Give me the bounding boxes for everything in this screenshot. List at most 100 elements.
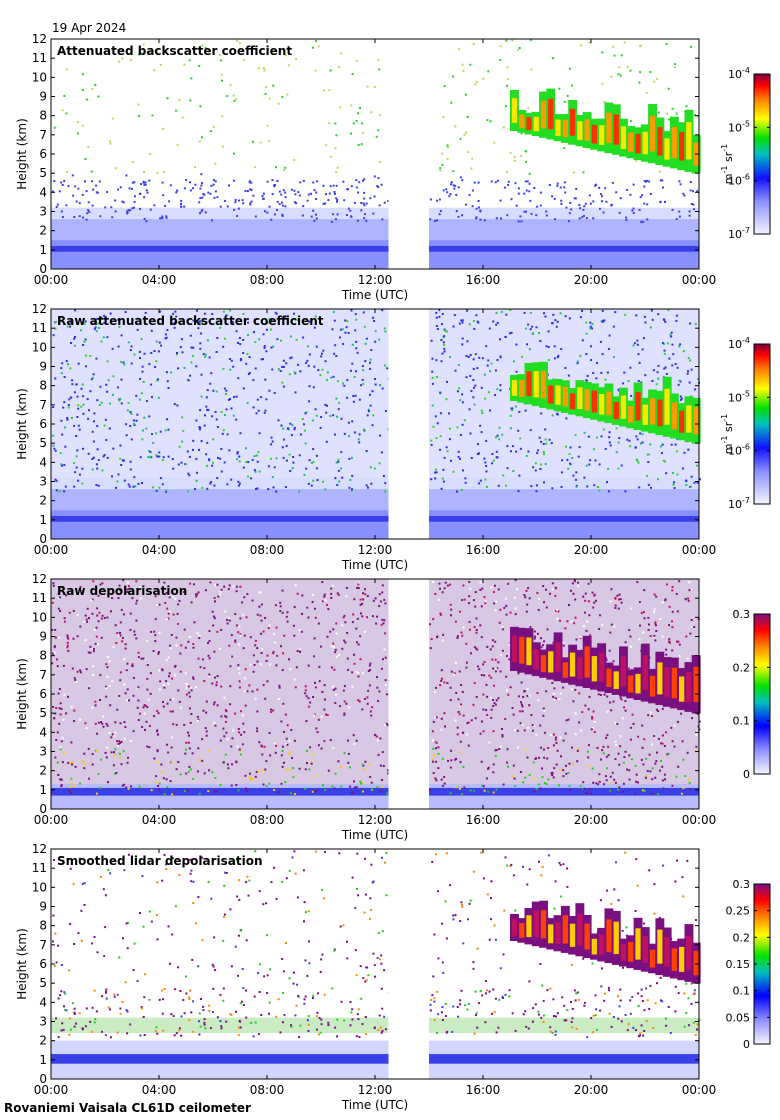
speckle-point [215,418,218,421]
speckle-point [494,436,497,439]
speckle-point [143,217,146,220]
speckle-point [664,366,667,369]
speckle-point [125,922,128,925]
speckle-point [609,600,612,603]
speckle-point [76,670,79,673]
speckle-point [292,461,295,464]
speckle-point [461,179,464,182]
speckle-point [570,589,572,592]
speckle-point [294,391,297,394]
speckle-point [562,739,565,742]
speckle-point [303,1002,306,1005]
speckle-point [245,461,248,464]
speckle-point [356,351,359,354]
speckle-point [259,141,262,144]
speckle-point [456,390,459,393]
speckle-point [581,339,584,342]
speckle-point [136,413,139,416]
speckle-point [118,956,121,959]
speckle-point [66,634,69,637]
speckle-point [645,987,648,990]
speckle-point [329,415,332,417]
speckle-point [693,989,696,992]
speckle-point [685,1011,688,1014]
speckle-point [230,965,233,968]
speckle-point [501,433,504,436]
speckle-point [369,775,372,778]
cloud-core [548,924,554,944]
speckle-point [542,1020,545,1023]
speckle-point [53,126,56,129]
speckle-point [487,790,490,793]
speckle-point [451,1030,454,1033]
speckle-point [165,216,168,219]
speckle-point [505,604,508,607]
speckle-point [521,710,524,713]
speckle-point [484,1021,487,1024]
speckle-point [164,602,167,604]
speckle-point [494,755,497,758]
speckle-point [693,114,696,117]
speckle-point [539,191,542,194]
speckle-point [347,761,350,764]
speckle-point [240,358,243,360]
speckle-point [187,731,189,734]
speckle-point [188,691,191,694]
speckle-point [332,375,335,378]
speckle-point [519,771,522,773]
speckle-point [202,1009,205,1012]
speckle-point [356,887,358,890]
speckle-point [523,192,526,195]
speckle-point [321,888,324,891]
speckle-point [357,191,359,194]
speckle-point [551,1031,554,1034]
speckle-point [94,326,97,329]
speckle-point [521,723,524,726]
speckle-point [657,710,660,712]
colorbar-tick-label: 0 [743,768,750,781]
speckle-point [255,770,258,773]
speckle-point [545,606,548,609]
speckle-point [497,661,500,664]
speckle-point [172,467,175,470]
speckle-point [687,597,690,600]
speckle-point [482,730,485,733]
speckle-point [662,186,664,189]
speckle-point [325,713,327,716]
speckle-point [220,410,223,413]
speckle-point [479,732,482,735]
speckle-point [142,429,144,432]
speckle-point [490,676,493,679]
speckle-point [61,737,64,740]
speckle-point [636,459,639,462]
speckle-point [690,982,693,985]
speckle-point [295,1004,298,1007]
speckle-point [441,323,443,326]
speckle-point [661,734,664,737]
speckle-point [544,463,547,465]
speckle-point [549,987,552,990]
speckle-point [477,443,479,446]
speckle-point [270,711,273,714]
speckle-point [543,731,546,734]
speckle-point [668,624,670,627]
speckle-point [99,699,101,701]
speckle-point [67,406,70,409]
speckle-point [118,325,121,328]
speckle-point [108,140,111,143]
speckle-point [139,377,142,380]
speckle-point [180,644,183,647]
speckle-point [311,419,314,422]
cloud-core [591,656,597,682]
speckle-point [139,912,141,914]
speckle-point [148,415,151,418]
speckle-point [351,73,354,75]
speckle-point [369,404,372,407]
speckle-point [629,999,632,1002]
speckle-point [688,589,691,592]
speckle-point [519,722,522,725]
speckle-point [172,723,175,726]
speckle-point [232,585,235,588]
speckle-point [311,790,314,793]
speckle-point [482,663,485,666]
